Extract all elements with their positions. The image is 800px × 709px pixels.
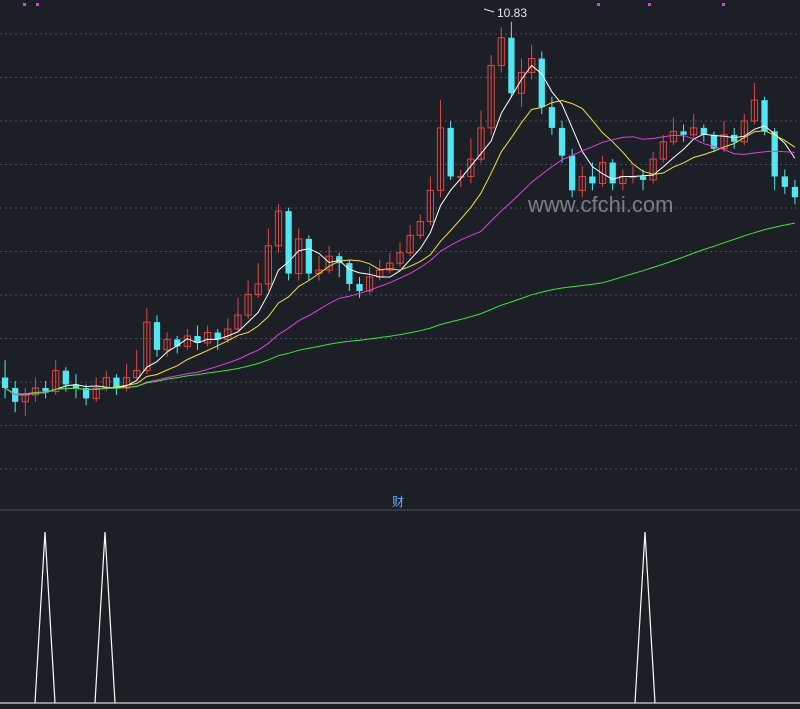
- candle-body: [386, 262, 394, 271]
- candle-body: [740, 120, 748, 143]
- top-mark: [23, 3, 26, 6]
- candle-body: [457, 175, 465, 178]
- top-mark: [597, 3, 600, 6]
- candle-body: [487, 64, 495, 129]
- candle-body: [497, 37, 505, 66]
- candle-body: [700, 127, 707, 135]
- candle-body: [731, 134, 738, 142]
- candle-body: [669, 130, 678, 143]
- candle-body: [174, 339, 181, 347]
- candle-body: [426, 189, 435, 223]
- indicator-label: 财: [392, 495, 404, 509]
- candle-body: [365, 276, 374, 292]
- candle-body: [31, 387, 40, 396]
- candle-body: [254, 283, 262, 295]
- candle-body: [467, 158, 475, 177]
- top-mark: [648, 3, 651, 6]
- candle-body: [244, 293, 252, 316]
- candle-body: [528, 58, 536, 73]
- candle-body: [569, 155, 576, 191]
- candle-body: [153, 322, 161, 350]
- candle-body: [791, 186, 799, 198]
- candle-body: [406, 234, 414, 254]
- candle-body: [62, 370, 69, 385]
- candle-body: [264, 245, 272, 285]
- candle-body: [214, 332, 221, 340]
- high-price-pointer: [483, 8, 495, 13]
- candle-body: [325, 255, 333, 271]
- candle-body: [517, 71, 526, 94]
- candle-body: [163, 338, 171, 351]
- candle-body: [72, 384, 80, 388]
- candle-body: [548, 107, 556, 128]
- candle-body: [659, 141, 667, 160]
- candle-body: [416, 221, 424, 236]
- moving-averages: [4, 64, 796, 396]
- candle-body: [194, 335, 201, 343]
- candle-body: [436, 127, 445, 191]
- candle-body: [92, 387, 100, 399]
- candle-body: [82, 387, 90, 399]
- signal-spike: [34, 531, 56, 704]
- signal-indicator: [0, 531, 800, 704]
- candle-body: [578, 175, 586, 191]
- candle-body: [598, 162, 607, 184]
- candle-body: [609, 162, 616, 184]
- watermark: www.cfchi.com: [527, 192, 673, 217]
- candle-body: [750, 99, 759, 122]
- candle-body: [680, 131, 687, 135]
- top-mark: [722, 3, 725, 6]
- candlesticks: [1, 21, 799, 416]
- candle-body: [52, 370, 60, 392]
- candle-body: [356, 283, 363, 291]
- candle-body: [710, 134, 718, 149]
- high-price-annotation: 10.83: [483, 6, 527, 20]
- candle-body: [295, 238, 303, 275]
- candle-body: [690, 127, 698, 136]
- candle-body: [42, 387, 49, 392]
- candle-body: [1, 377, 9, 388]
- candle-body: [396, 252, 404, 264]
- candle-body: [336, 256, 343, 264]
- candle-body: [781, 176, 788, 187]
- candle-body: [285, 211, 292, 274]
- candle-body: [203, 332, 212, 344]
- candle-body: [133, 370, 141, 379]
- candle-body: [305, 238, 312, 274]
- candle-body: [558, 127, 566, 156]
- candle-body: [234, 314, 242, 330]
- signal-spike: [634, 531, 656, 704]
- candle-body: [447, 127, 454, 177]
- candle-body: [477, 127, 485, 160]
- candle-body: [508, 37, 515, 94]
- ma5-line: [4, 64, 796, 396]
- ma10-line: [4, 99, 796, 396]
- grid-lines: [0, 33, 800, 470]
- candle-body: [274, 210, 283, 247]
- candle-body: [346, 263, 353, 284]
- candle-body: [639, 176, 647, 180]
- high-price-label: 10.83: [497, 6, 527, 20]
- candle-body: [761, 100, 768, 132]
- candle-body: [113, 377, 120, 388]
- candle-body: [720, 134, 728, 150]
- candle-body: [538, 58, 545, 108]
- ma60-line: [4, 222, 795, 395]
- candle-body: [771, 131, 778, 177]
- candle-body: [589, 176, 596, 184]
- top-marks: [23, 3, 725, 6]
- candle-body: [143, 321, 151, 372]
- signal-spike: [94, 531, 116, 704]
- candle-body: [649, 158, 657, 181]
- top-mark: [36, 3, 39, 6]
